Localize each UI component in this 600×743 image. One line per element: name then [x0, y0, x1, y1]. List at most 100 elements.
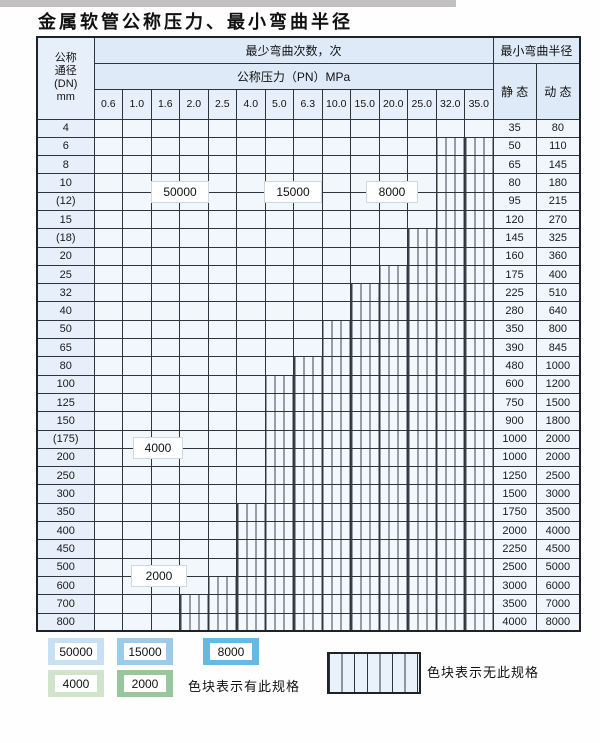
spec-cell — [236, 283, 266, 303]
spec-cell — [93, 155, 123, 175]
no-spec-cell — [435, 374, 465, 394]
table-row: 4 35 80 — [36, 118, 581, 138]
no-spec-cell — [207, 594, 237, 614]
static-radius-cell: 3500 — [492, 594, 537, 614]
no-spec-cell — [464, 283, 494, 303]
table-row: 400 2000 4000 — [36, 521, 581, 541]
static-radius-cell: 95 — [492, 191, 537, 211]
table-row: 40 280 640 — [36, 301, 581, 321]
no-spec-cell — [350, 411, 380, 431]
no-spec-cell — [264, 374, 294, 394]
no-spec-cell — [350, 575, 380, 596]
dynamic-radius-cell: 3500 — [535, 502, 581, 523]
spec-cell — [122, 173, 152, 193]
no-spec-cell — [321, 539, 351, 559]
no-spec-cell — [435, 594, 465, 614]
spec-cell — [93, 411, 123, 431]
spec-cell — [207, 374, 237, 394]
no-spec-cell — [464, 246, 494, 266]
spec-cell — [207, 539, 237, 559]
spec-cell — [93, 575, 123, 596]
spec-cell — [179, 264, 209, 285]
no-spec-cell — [407, 539, 437, 559]
dn-cell: 300 — [36, 484, 95, 504]
spec-cell — [122, 356, 152, 376]
static-radius-cell: 2000 — [492, 521, 537, 541]
spec-cell — [207, 319, 237, 340]
no-spec-cell — [464, 392, 494, 413]
dn-cell: 6 — [36, 136, 95, 157]
table-row: 80 480 1000 — [36, 356, 581, 376]
dn-header-line: 通径 — [54, 65, 77, 78]
no-spec-cell — [321, 484, 351, 504]
spec-cell — [236, 374, 266, 394]
spec-cell — [293, 155, 323, 175]
pressure-column-header: 35.0 — [464, 88, 494, 120]
dn-cell: (12) — [36, 191, 95, 211]
no-spec-cell — [236, 502, 266, 523]
no-spec-cell — [378, 338, 408, 358]
spec-cell — [179, 374, 209, 394]
no-spec-cell — [264, 429, 294, 449]
no-spec-cell — [293, 521, 323, 541]
spec-cell — [293, 338, 323, 358]
spec-cell — [378, 246, 408, 266]
spec-cell — [93, 392, 123, 413]
dynamic-radius-cell: 2500 — [535, 466, 581, 486]
spec-cell — [207, 301, 237, 321]
spec-cell — [93, 429, 123, 449]
no-spec-cell — [378, 521, 408, 541]
cycle-count-label: 15000 — [264, 181, 322, 203]
dn-cell: 4 — [36, 118, 95, 138]
no-spec-cell — [264, 447, 294, 468]
spec-cell — [93, 191, 123, 211]
spec-cell — [293, 118, 323, 138]
pressure-column-header: 1.6 — [150, 88, 180, 120]
spec-cell — [321, 209, 351, 230]
pressure-column-header: 10.0 — [321, 88, 351, 120]
spec-cell — [207, 521, 237, 541]
dn-cell: 65 — [36, 338, 95, 358]
no-spec-cell — [293, 594, 323, 614]
no-spec-cell — [293, 356, 323, 376]
table-row: 300 1500 3000 — [36, 484, 581, 504]
table-row: 6 50 110 — [36, 136, 581, 157]
no-spec-cell — [407, 502, 437, 523]
no-spec-cell — [321, 356, 351, 376]
dynamic-radius-cell: 180 — [535, 173, 581, 193]
spec-cell — [321, 118, 351, 138]
spec-cell — [264, 209, 294, 230]
spec-cell — [150, 155, 180, 175]
spec-cell — [150, 411, 180, 431]
static-radius-cell: 900 — [492, 411, 537, 431]
no-spec-cell — [435, 246, 465, 266]
spec-cell — [122, 484, 152, 504]
spec-cell — [321, 228, 351, 248]
dn-cell: 100 — [36, 374, 95, 394]
no-spec-cell — [321, 557, 351, 577]
no-spec-cell — [236, 557, 266, 577]
no-spec-cell — [264, 392, 294, 413]
no-spec-cell — [464, 356, 494, 376]
no-spec-cell — [464, 612, 494, 632]
dn-cell: 32 — [36, 283, 95, 303]
spec-cell — [321, 264, 351, 285]
spec-cell — [93, 319, 123, 340]
static-column-header: 静 态 — [492, 62, 537, 120]
dn-cell: 600 — [36, 575, 95, 596]
spec-cell — [179, 246, 209, 266]
no-spec-cell — [378, 264, 408, 285]
no-spec-cell — [264, 539, 294, 559]
table-row: 15 120 270 — [36, 209, 581, 230]
dn-cell: 10 — [36, 173, 95, 193]
pressure-column-header: 5.0 — [264, 88, 294, 120]
no-spec-cell — [464, 557, 494, 577]
no-spec-cell — [321, 392, 351, 413]
spec-cell — [407, 118, 437, 138]
spec-cell — [236, 264, 266, 285]
spec-cell — [207, 411, 237, 431]
spec-cell — [93, 209, 123, 230]
legend-swatch-50000: 50000 — [48, 638, 104, 665]
no-spec-cell — [321, 447, 351, 468]
no-spec-cell — [350, 392, 380, 413]
